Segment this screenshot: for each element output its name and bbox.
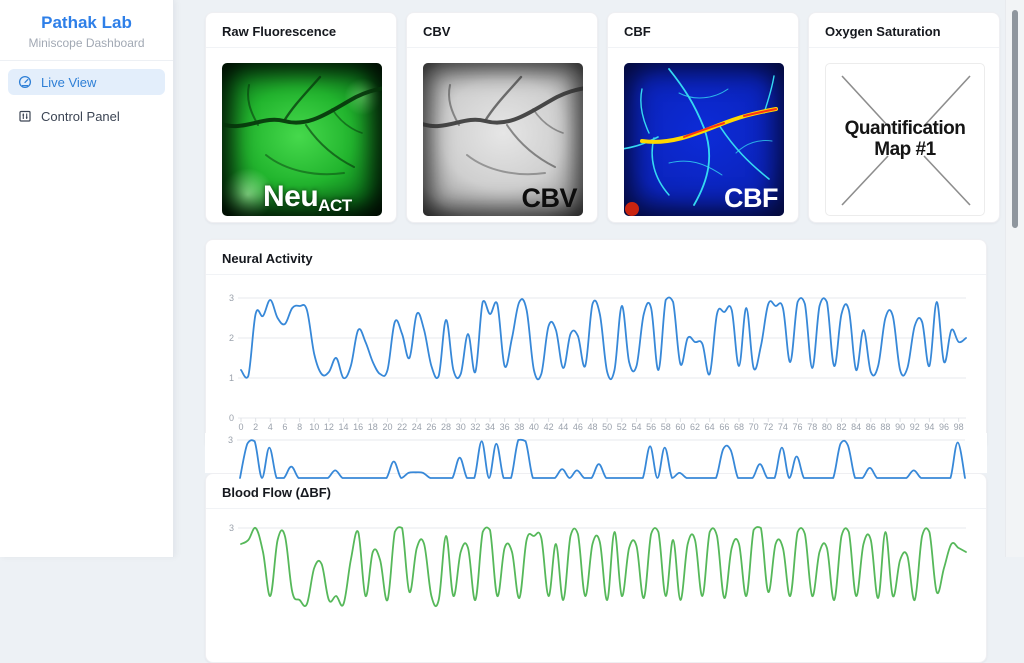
neural-spikes-chart: 3 [205, 433, 987, 479]
svg-text:62: 62 [690, 422, 700, 432]
svg-text:90: 90 [895, 422, 905, 432]
svg-text:70: 70 [749, 422, 759, 432]
image-watermark: NeuACT [262, 180, 352, 215]
card-title: Raw Fluorescence [206, 13, 396, 48]
svg-text:84: 84 [851, 422, 861, 432]
vessel-graphic [423, 75, 583, 176]
svg-text:52: 52 [617, 422, 627, 432]
svg-text:48: 48 [588, 422, 598, 432]
sidebar-divider [0, 60, 173, 61]
chart-title: Neural Activity [206, 240, 986, 275]
svg-text:30: 30 [456, 422, 466, 432]
card-cbv: CBV CBV [406, 12, 598, 223]
svg-text:54: 54 [631, 422, 641, 432]
svg-text:42: 42 [544, 422, 554, 432]
svg-text:32: 32 [470, 422, 480, 432]
card-raw-fluorescence: Raw Fluorescence NeuACT [205, 12, 397, 223]
svg-text:98: 98 [954, 422, 964, 432]
card-oxygen-saturation: Oxygen Saturation Quantification Map #1 [808, 12, 1000, 223]
svg-text:24: 24 [412, 422, 422, 432]
svg-text:3: 3 [229, 293, 234, 303]
svg-text:28: 28 [441, 422, 451, 432]
svg-text:78: 78 [807, 422, 817, 432]
broken-image-x-icon [841, 75, 971, 206]
svg-text:10: 10 [309, 422, 319, 432]
svg-text:0: 0 [238, 422, 243, 432]
broken-image-placeholder: Quantification Map #1 [825, 63, 985, 216]
svg-text:22: 22 [397, 422, 407, 432]
svg-text:88: 88 [880, 422, 890, 432]
scrollbar-track[interactable] [1005, 0, 1024, 557]
svg-text:76: 76 [793, 422, 803, 432]
card-blood-flow: Blood Flow (ΔBF) 3 [205, 473, 987, 663]
svg-text:60: 60 [675, 422, 685, 432]
svg-text:16: 16 [353, 422, 363, 432]
control-panel-icon [19, 110, 31, 122]
sidebar-item-live-view[interactable]: Live View [8, 69, 165, 95]
svg-text:82: 82 [836, 422, 846, 432]
svg-text:18: 18 [368, 422, 378, 432]
svg-text:8: 8 [297, 422, 302, 432]
cbv-image: CBV [423, 63, 583, 216]
svg-text:40: 40 [529, 422, 539, 432]
sidebar: Pathak Lab Miniscope Dashboard Live View… [0, 0, 174, 557]
raw-fluorescence-image: NeuACT [222, 63, 382, 216]
sidebar-item-label: Control Panel [41, 108, 120, 124]
placeholder-alt-text: Quantification Map #1 [844, 117, 966, 161]
app-subtitle: Miniscope Dashboard [28, 36, 145, 50]
svg-text:6: 6 [282, 422, 287, 432]
svg-text:3: 3 [229, 523, 234, 533]
svg-text:34: 34 [485, 422, 495, 432]
svg-text:38: 38 [514, 422, 524, 432]
card-cbf: CBF CBF [607, 12, 799, 223]
svg-text:68: 68 [734, 422, 744, 432]
svg-text:36: 36 [500, 422, 510, 432]
svg-text:14: 14 [339, 422, 349, 432]
vessel-graphic [222, 75, 382, 176]
image-watermark: CBV [521, 183, 577, 213]
sidebar-item-label: Live View [41, 74, 97, 90]
svg-text:0: 0 [229, 413, 234, 423]
svg-text:12: 12 [324, 422, 334, 432]
svg-text:92: 92 [910, 422, 920, 432]
card-title: CBV [407, 13, 597, 48]
svg-text:2: 2 [253, 422, 258, 432]
card-title: CBF [608, 13, 798, 48]
svg-text:4: 4 [268, 422, 273, 432]
gauge-icon [18, 75, 32, 89]
app-title: Pathak Lab [41, 13, 132, 32]
svg-text:72: 72 [763, 422, 773, 432]
chart-title: Blood Flow (ΔBF) [206, 474, 986, 509]
sidebar-item-control-panel[interactable]: Control Panel [8, 103, 165, 129]
svg-text:56: 56 [646, 422, 656, 432]
svg-text:66: 66 [719, 422, 729, 432]
svg-text:94: 94 [924, 422, 934, 432]
cbf-image: CBF [624, 63, 784, 216]
svg-text:58: 58 [661, 422, 671, 432]
svg-text:44: 44 [558, 422, 568, 432]
svg-text:46: 46 [573, 422, 583, 432]
svg-text:1: 1 [229, 373, 234, 383]
svg-text:3: 3 [228, 435, 233, 445]
image-watermark: CBF [724, 183, 779, 213]
svg-text:50: 50 [602, 422, 612, 432]
flow-map-graphic [624, 68, 778, 216]
card-neural-activity: Neural Activity 3 2 1 0 0 2 4 6 8 10 12 14 16 18 20 22 2… [205, 239, 987, 450]
svg-text:2: 2 [229, 333, 234, 343]
svg-text:74: 74 [778, 422, 788, 432]
svg-text:96: 96 [939, 422, 949, 432]
blood-flow-chart: 3 [229, 523, 967, 608]
svg-text:80: 80 [822, 422, 832, 432]
card-title: Oxygen Saturation [809, 13, 999, 48]
svg-text:20: 20 [382, 422, 392, 432]
scrollbar-thumb[interactable] [1012, 10, 1018, 228]
svg-text:26: 26 [426, 422, 436, 432]
svg-text:86: 86 [866, 422, 876, 432]
svg-text:64: 64 [705, 422, 715, 432]
